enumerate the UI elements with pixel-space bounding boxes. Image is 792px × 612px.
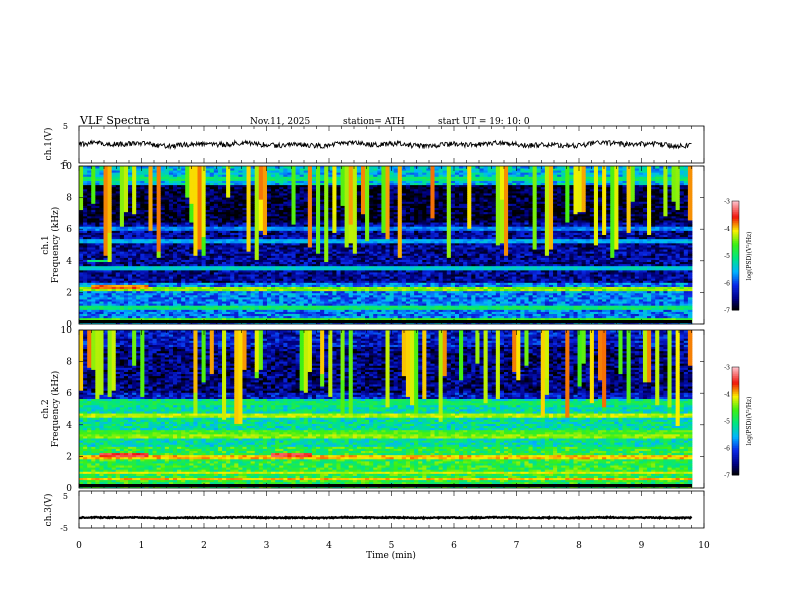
date-label: Nov.11, 2025 [250,117,311,127]
ch1-spectrogram-plot [79,166,692,324]
figure-title: VLF Spectra [79,114,150,127]
waveform-trace [79,141,692,149]
ch1-waveform-plot [79,141,692,149]
start-ut-label: start UT = 19: 10: 0 [438,117,530,127]
station-label: station= ATH [343,117,405,127]
vlf-figure: VLF Spectra Nov.11, 2025 station= ATH st… [0,0,792,612]
